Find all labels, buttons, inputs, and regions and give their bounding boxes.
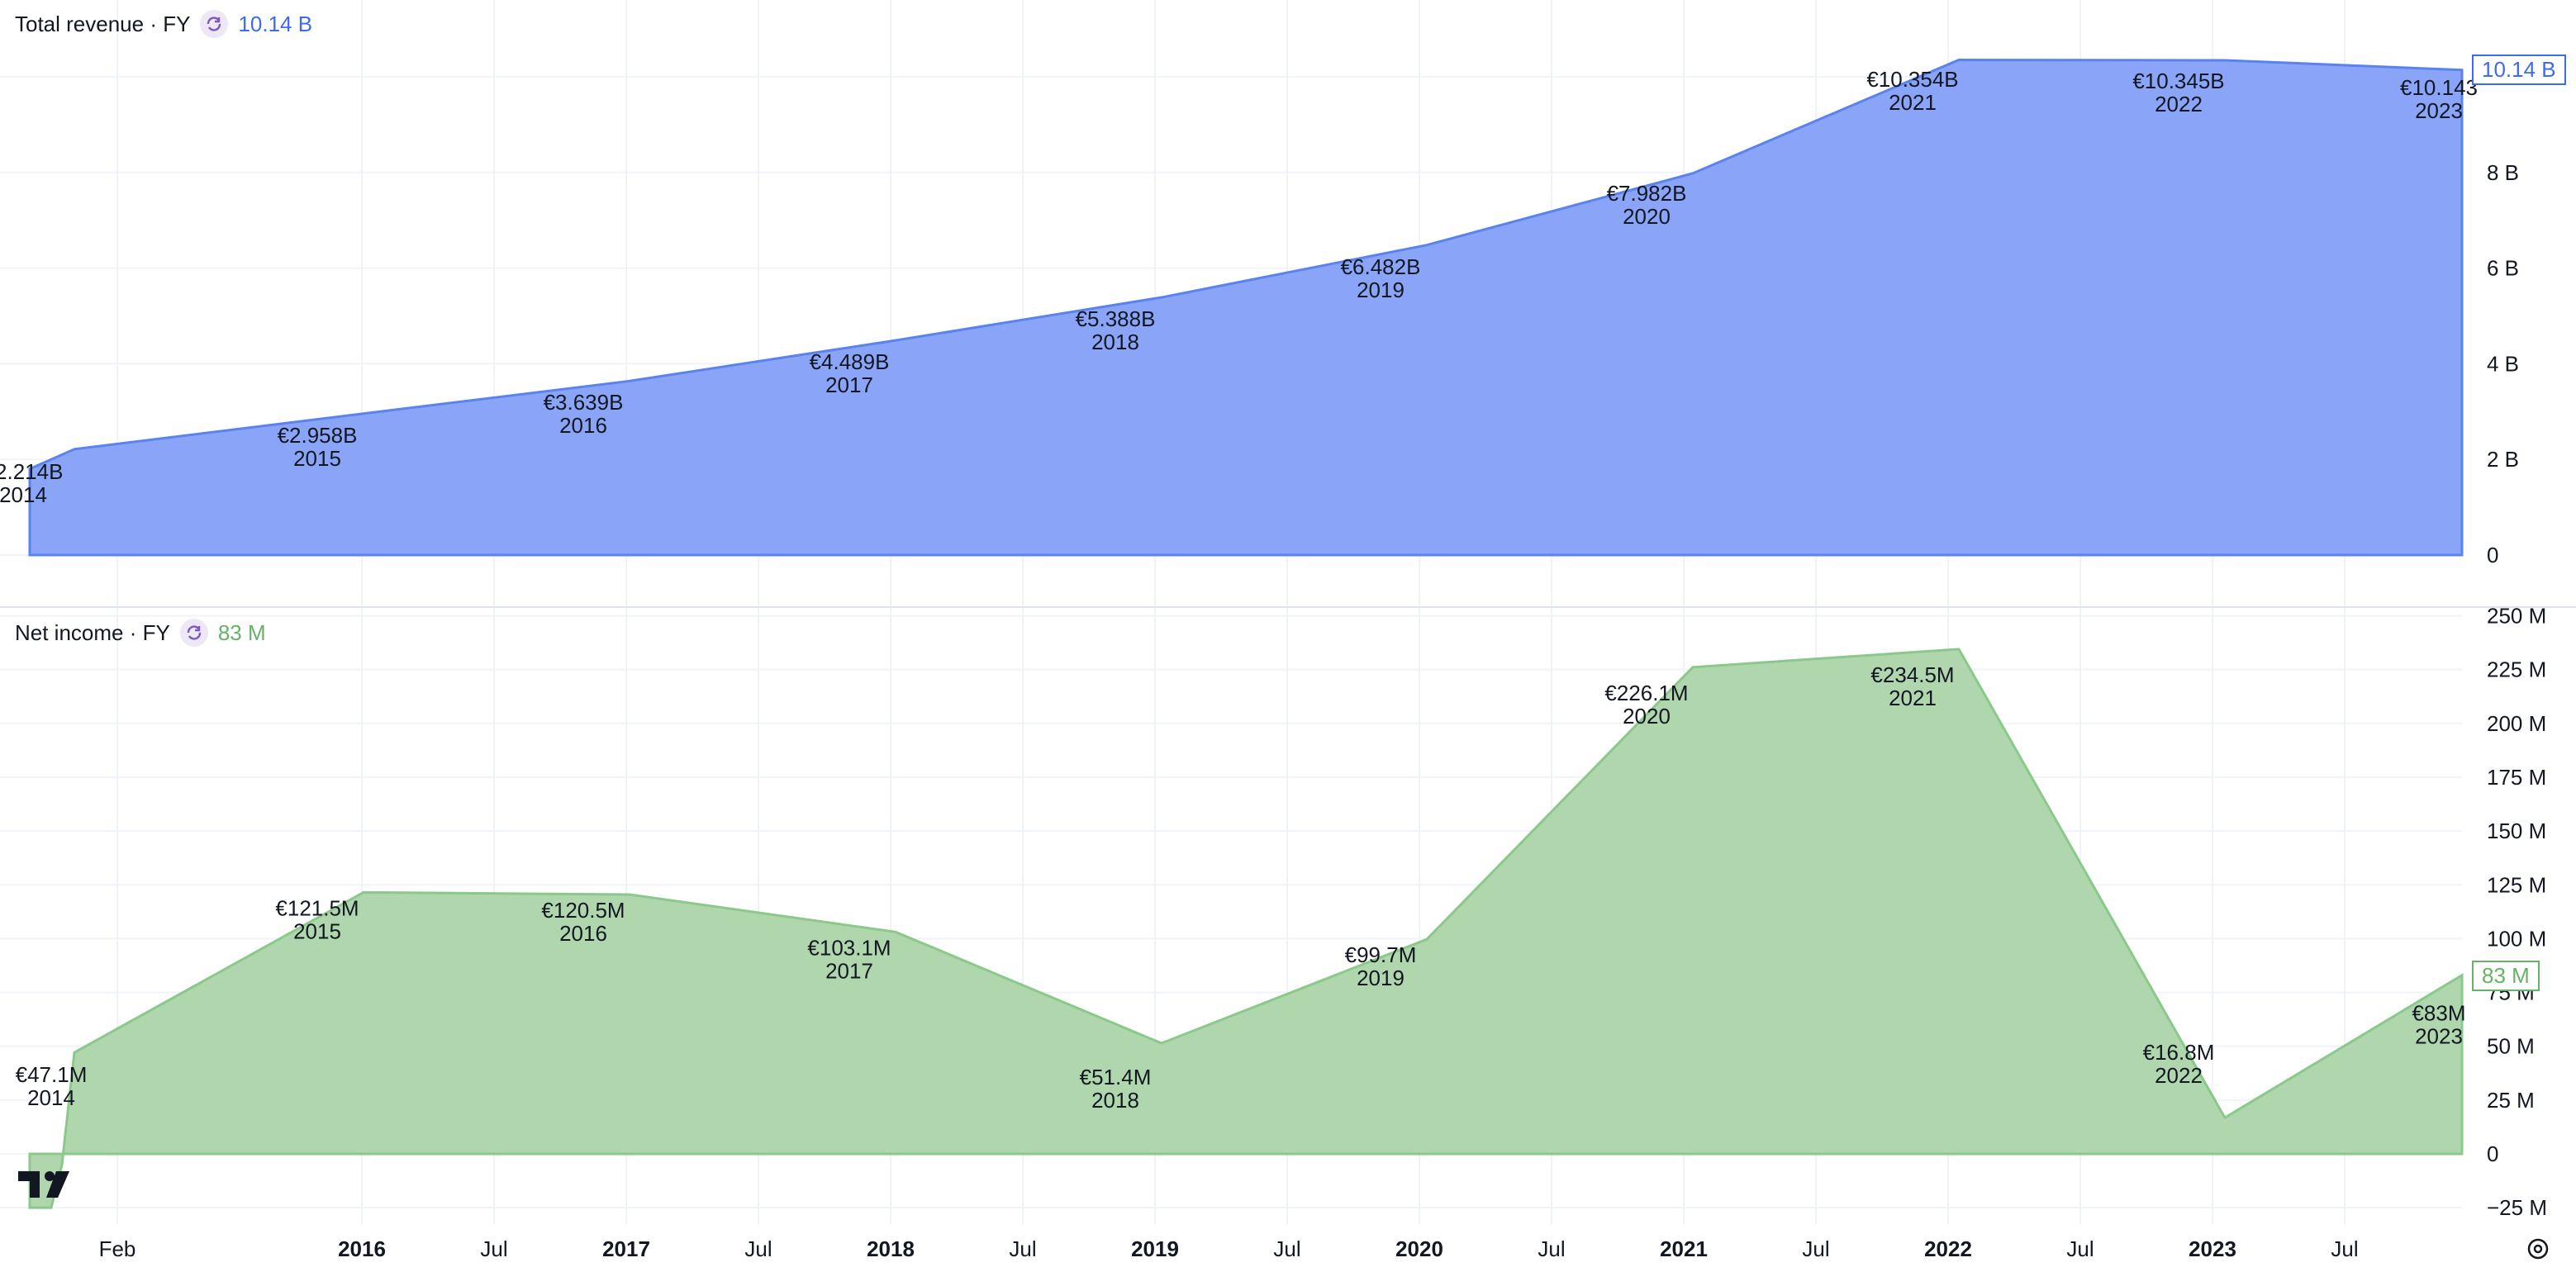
revenue-legend[interactable]: Total revenue · FY 10.14 B [15,10,312,38]
data-label-year: 2017 [825,958,873,983]
data-label-year: 2014 [0,482,47,507]
data-label-year: 2019 [1357,278,1404,302]
data-label-value: €10.354B [1866,67,1958,92]
data-label-value: €47.1M [16,1062,88,1087]
data-label-year: 2021 [1889,686,1937,710]
data-label-year: 2016 [559,413,607,438]
data-label-value: €2.214B [0,459,63,484]
series-areas [28,59,2464,1209]
data-label-value: €5.388B [1076,306,1156,331]
data-label-year: 2020 [1623,204,1671,229]
x-tick-label: 2022 [1924,1236,1972,1261]
y-tick-label: 125 M [2487,872,2546,897]
revenue-area[interactable] [28,59,2464,557]
data-label-year: 2021 [1889,90,1937,115]
y-tick-label: 0 [2487,543,2498,567]
y-tick-label: 25 M [2487,1088,2535,1113]
data-label-value: €99.7M [1345,942,1417,967]
data-label-year: 2022 [2155,1063,2203,1088]
y-tick-label: 100 M [2487,926,2546,951]
data-label-value: €226.1M [1604,681,1688,705]
gear-icon[interactable] [2527,1238,2549,1260]
y-tick-label: 4 B [2487,351,2519,376]
x-tick-label: 2016 [338,1236,386,1261]
y-tick-label: 8 B [2487,160,2519,185]
x-tick-label: Feb [99,1236,136,1261]
y-tick-label: 2 B [2487,447,2519,472]
x-tick-label: 2021 [1660,1236,1708,1261]
y-tick-label: 50 M [2487,1034,2535,1059]
x-tick-label: Jul [1009,1236,1036,1261]
x-tick-label: Jul [744,1236,772,1261]
x-tick-label: Jul [1802,1236,1829,1261]
data-label-year: 2015 [293,446,341,471]
data-label-year: 2023 [2415,1024,2463,1049]
tradingview-logo[interactable] [18,1171,69,1198]
netincome-area[interactable] [28,648,2464,1209]
x-tick-label: 2019 [1131,1236,1179,1261]
refresh-icon[interactable] [200,10,229,38]
y-tick-label: 6 B [2487,256,2519,281]
data-label-value: €51.4M [1080,1065,1152,1089]
data-label-year: 2018 [1091,330,1139,354]
refresh-icon[interactable] [179,619,208,647]
data-label-value: €83M [2412,1001,2465,1026]
x-tick-label: Jul [2331,1236,2358,1261]
y-tick-label: 150 M [2487,819,2546,843]
revenue-legend-value: 10.14 B [238,11,313,36]
revenue-last-value-badge: 10.14 B [2472,55,2566,85]
data-label-value: €3.639B [544,390,624,415]
data-label-value: €10.143 [2400,75,2478,100]
x-axis: Feb 2016 Jul 2017 Jul 2018 Jul 2019 Jul 2020 Jul 20… [99,1236,2359,1261]
y-tick-label: −25 M [2487,1195,2547,1220]
data-label-year: 2014 [27,1085,75,1110]
netincome-legend[interactable]: Net income · FY 83 M [15,619,266,647]
data-label-value: €4.489B [810,349,890,374]
y-tick-label: 175 M [2487,765,2546,790]
data-label-value: €120.5M [541,898,625,923]
data-label-year: 2019 [1357,966,1404,990]
data-label-value: €6.482B [1341,254,1421,279]
y-tick-label: 200 M [2487,711,2546,736]
data-label-year: 2022 [2155,92,2203,116]
data-label-value: €234.5M [1870,662,1954,687]
data-label-year: 2016 [559,921,607,946]
data-label-value: €16.8M [2143,1040,2215,1065]
data-label-value: €2.958B [278,423,358,448]
y-tick-label: 0 [2487,1141,2498,1166]
netincome-legend-title: Net income · FY [15,619,170,645]
data-labels: €2.214B2014€2.958B2015€3.639B2016€4.489B… [0,67,2478,1113]
x-tick-label: 2017 [602,1236,650,1261]
data-label-year: 2020 [1623,704,1671,729]
y-tick-label: 225 M [2487,657,2546,682]
x-tick-label: Jul [1273,1236,1300,1261]
x-tick-label: Jul [2066,1236,2094,1261]
data-label-value: €121.5M [275,895,359,920]
x-tick-label: 2018 [867,1236,915,1261]
data-label-year: 2017 [825,373,873,397]
x-tick-label: Jul [480,1236,507,1261]
netincome-last-value-badge: 83 M [2472,961,2540,991]
data-label-year: 2018 [1091,1088,1139,1113]
data-label-year: 2023 [2415,98,2463,123]
data-label-value: €7.982B [1607,181,1687,206]
netincome-legend-value: 83 M [217,619,266,645]
x-tick-label: 2020 [1395,1236,1443,1261]
x-tick-label: 2023 [2189,1236,2236,1261]
data-label-value: €10.345B [2132,69,2224,93]
x-tick-label: Jul [1538,1236,1565,1261]
data-label-value: €103.1M [807,935,891,960]
data-label-year: 2015 [293,918,341,943]
revenue-legend-title: Total revenue · FY [15,11,191,36]
